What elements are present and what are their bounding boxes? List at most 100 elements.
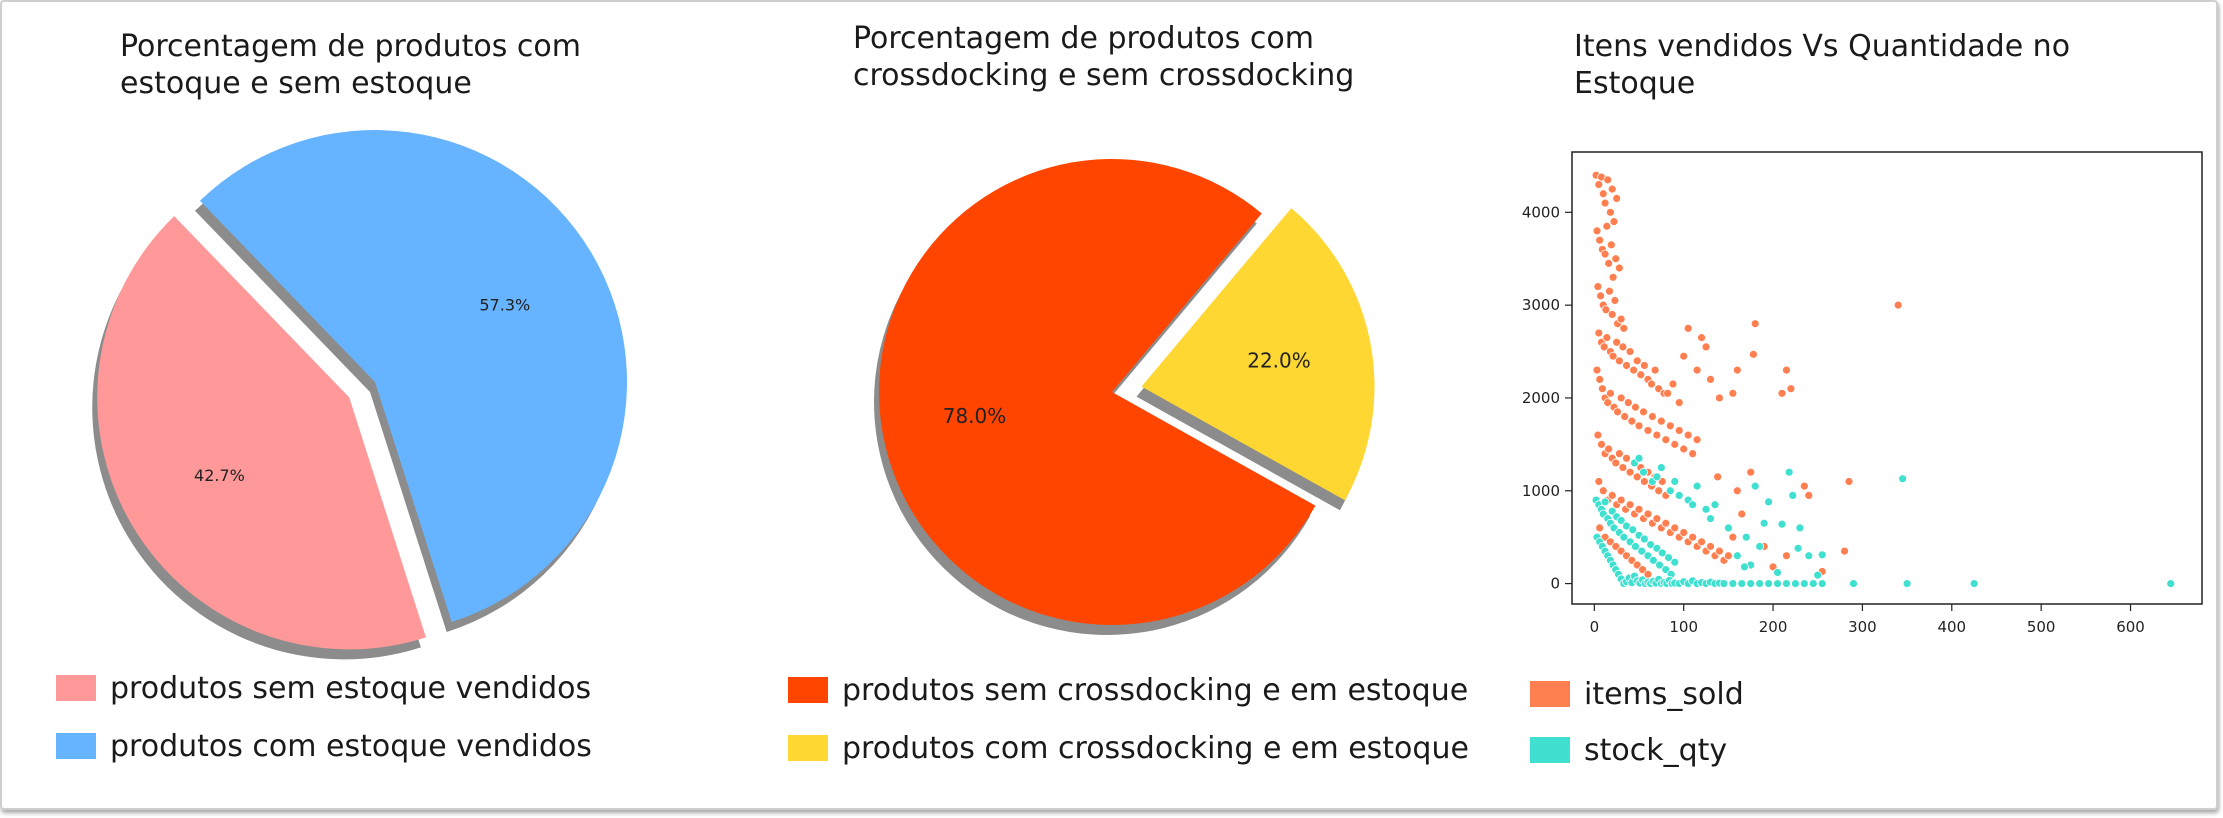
scatter-point (1773, 568, 1782, 577)
scatter-point (1665, 421, 1675, 431)
scatter-point (1628, 525, 1638, 535)
legend-item: produtos sem crossdocking e em estoque (788, 670, 1468, 710)
scatter-point (1969, 579, 1979, 588)
scatter-chart: 0 100 200 300 400 500 600 0 1000 2000 3000 4000 (1522, 151, 2203, 636)
scatter-point (1749, 349, 1758, 359)
legend-item: produtos sem estoque vendidos (56, 668, 591, 708)
scatter-point (1596, 291, 1605, 301)
scatter-point (1614, 356, 1624, 366)
y-tick-label: 4000 (1522, 203, 1560, 221)
legend-swatch (1530, 737, 1570, 763)
scatter-point (1618, 463, 1628, 472)
legend-swatch (56, 733, 96, 759)
scatter-point (1608, 351, 1618, 361)
scatter-point (1610, 296, 1620, 305)
scatter-point (1612, 337, 1622, 347)
scatter-point (1592, 365, 1602, 375)
scatter-point (1715, 393, 1724, 403)
x-tick-label: 500 (2027, 618, 2056, 636)
scatter-point (1629, 365, 1639, 375)
scatter-point (1674, 398, 1684, 407)
x-tick-label: 200 (1759, 618, 1788, 636)
scatter-point (1692, 365, 1702, 375)
scatter-point (1764, 497, 1773, 507)
scatter-point (1740, 562, 1749, 572)
legend-item: stock_qty (1530, 730, 1727, 770)
scatter-point (1634, 453, 1644, 463)
scatter-point (1597, 439, 1606, 449)
scatter-point (1609, 217, 1619, 227)
scatter-point (1614, 449, 1624, 459)
legend-label: produtos sem estoque vendidos (110, 670, 592, 706)
scatter-point (1706, 514, 1715, 524)
scatter-point (1618, 342, 1628, 352)
legend-item: produtos com estoque vendidos (56, 726, 592, 766)
scatter-point (1902, 579, 1912, 588)
legend-label: items_sold (1584, 676, 1744, 712)
y-tick-label: 3000 (1522, 296, 1560, 314)
scatter-point (1607, 491, 1617, 500)
scatter-point (1728, 388, 1738, 398)
legend-label: produtos sem crossdocking e em estoque (842, 672, 1469, 708)
scatter-point (1643, 426, 1653, 435)
scatter-point (1793, 543, 1803, 553)
scatter-point (1750, 319, 1760, 329)
scatter-point (1732, 486, 1742, 496)
scatter-point (1593, 282, 1603, 291)
scatter-point (1782, 579, 1791, 588)
scatter-point (1715, 546, 1724, 556)
scatter-point (1663, 388, 1673, 398)
scatter-point (1723, 523, 1733, 533)
scatter-point (1849, 579, 1858, 588)
legend-label: stock_qty (1584, 732, 1728, 768)
scatter-point (1799, 579, 1809, 588)
scatter-point (1627, 416, 1637, 426)
scatter-point (1634, 421, 1644, 431)
scatter-point (1652, 472, 1662, 482)
scatter-point (1604, 258, 1614, 268)
scatter-point (1595, 235, 1605, 245)
legend-swatch (788, 677, 828, 703)
scatter-point (1631, 402, 1640, 412)
scatter-point (1652, 514, 1662, 524)
scatter-point (1613, 407, 1622, 417)
scatter-point (1737, 579, 1747, 588)
scatter-point (1683, 430, 1693, 440)
scatter-point (1652, 430, 1662, 440)
scatter-point (1632, 472, 1642, 482)
scatter-point (1648, 555, 1658, 565)
scatter-point (1701, 504, 1711, 514)
chart-title: Itens vendidos Vs Quantidade no Estoque (1574, 29, 2071, 101)
scatter-point (1701, 342, 1711, 352)
scatter-point (1648, 412, 1657, 421)
y-tick-label: 1000 (1522, 482, 1560, 500)
scatter-point (1656, 463, 1666, 472)
scatter-point (1784, 467, 1794, 477)
scatter-point (1625, 500, 1635, 510)
scatter-point (1595, 523, 1605, 533)
scatter-point (1639, 477, 1649, 486)
scatter-point (1606, 388, 1615, 398)
scatter-point (1683, 323, 1693, 333)
scatter-point (1844, 477, 1854, 486)
scatter-point (1599, 342, 1609, 352)
x-tick-label: 100 (1669, 618, 1698, 636)
scatter-point (1661, 518, 1671, 528)
scatter-point (1608, 272, 1618, 282)
y-tick-label: 2000 (1522, 389, 1560, 407)
scatter-point (1893, 300, 1903, 310)
scatter-point (1622, 361, 1631, 370)
scatter-point (1637, 546, 1647, 556)
pie-pct-label: 22.0% (1247, 348, 1311, 372)
scatter-point (1643, 509, 1653, 519)
scatter-point (1706, 542, 1715, 551)
scatter-point (1616, 314, 1626, 324)
series-items_sold (1591, 170, 1903, 579)
scatter-point (1598, 189, 1608, 199)
scatter-point (1657, 548, 1667, 558)
scatter-point (1607, 184, 1617, 194)
scatter-point (1625, 347, 1635, 356)
scatter-point (1741, 532, 1751, 542)
legend-label: produtos com estoque vendidos (110, 728, 592, 764)
scatter-point (1616, 393, 1626, 403)
